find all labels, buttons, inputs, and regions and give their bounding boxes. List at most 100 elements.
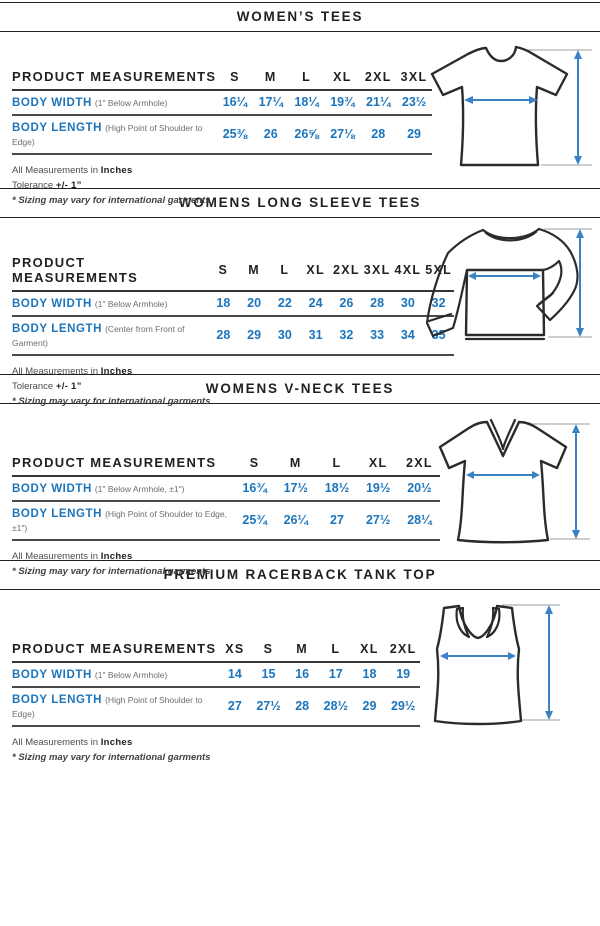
table-row: BODY LENGTH (High Point of Shoulder to Ed…	[12, 115, 432, 155]
table-row: BODY LENGTH (High Point of Shoulder to Ed…	[12, 501, 440, 541]
measurement-value: 27⅛	[324, 115, 361, 155]
table-row: BODY LENGTH (High Point of Shoulder to Ed…	[12, 687, 420, 727]
size-col-header: 2XL	[331, 252, 362, 292]
units-note-text: All Measurements in	[12, 165, 99, 176]
units-note: All Measurements in Inches	[12, 549, 600, 564]
size-col-header: 2XL	[386, 638, 420, 663]
size-col-header: XL	[300, 252, 331, 292]
body-length-arrow-icon	[576, 229, 584, 337]
size-col-header: XS	[218, 638, 252, 663]
sizing-note: * Sizing may vary for international garm…	[12, 195, 211, 206]
tolerance-note-text: Tolerance	[12, 381, 54, 392]
row-note: (1" Below Armhole)	[94, 299, 168, 309]
measurements-table: PRODUCT MEASUREMENTS S M L XL 2XL 3XL BO…	[12, 66, 432, 155]
measurement-value: 26	[252, 115, 289, 155]
table-row: BODY WIDTH (1" Below Armhole, ±1") 16¾ 17…	[12, 476, 440, 502]
size-col-header: 2XL	[360, 66, 397, 91]
units-note-text: All Measurements in	[12, 551, 99, 562]
size-col-header: M	[252, 66, 289, 91]
units-note: All Measurements in Inches	[12, 163, 600, 178]
table-row: BODY WIDTH (1" Below Armhole) 14 15 16 17…	[12, 662, 420, 688]
measurement-value: 29	[238, 316, 270, 356]
measurements-table: PRODUCT MEASUREMENTS S M L XL 2XL 3XL 4X…	[12, 252, 454, 356]
measurement-value: 29½	[386, 687, 420, 727]
measurement-value: 15	[251, 662, 286, 688]
table-header: PRODUCT MEASUREMENTS	[12, 638, 218, 663]
table-header: PRODUCT MEASUREMENTS	[12, 252, 208, 292]
section-long-sleeve-tees: WOMENS LONG SLEEVE TEES PRODUCT MEASUREM…	[0, 188, 600, 407]
body-width-arrow-icon	[466, 471, 540, 479]
illustration-area	[420, 224, 598, 372]
row-note: (1" Below Armhole)	[94, 98, 168, 108]
table-row: BODY LENGTH (Center from Front of Garment…	[12, 316, 454, 356]
size-col-header: S	[208, 252, 239, 292]
section-header-band: WOMENS V-NECK TEES	[0, 374, 600, 404]
long-sleeve-tee-diagram-icon	[425, 227, 592, 341]
measurement-value: 18	[208, 291, 239, 317]
section-header-band: PREMIUM RACERBACK TANK TOP	[0, 560, 600, 590]
measurements-table: PRODUCT MEASUREMENTS S M L XL 2XL BODY W…	[12, 452, 440, 541]
measurement-value: 28½	[318, 687, 353, 727]
size-col-header: 2XL	[398, 452, 440, 477]
measurement-value: 27½	[251, 687, 286, 727]
units-note-unit: Inches	[100, 551, 133, 562]
row-note: (1" Below Armhole, ±1")	[94, 484, 185, 494]
illustration-area	[420, 38, 598, 186]
measurement-value: 30	[269, 316, 301, 356]
units-note: All Measurements in Inches	[12, 735, 600, 750]
measurement-value: 28	[285, 687, 319, 727]
body-length-arrow-icon	[572, 424, 580, 539]
measurement-value: 23½	[396, 90, 432, 116]
units-note-text: All Measurements in	[12, 737, 99, 748]
measurement-value: 34	[392, 316, 424, 356]
tolerance-note-value: +/- 1”	[55, 381, 82, 392]
tolerance-note-value: +/- 1”	[55, 180, 82, 191]
size-col-header: L	[288, 66, 325, 91]
illustration-area	[420, 410, 598, 558]
sizing-note: * Sizing may vary for international garm…	[12, 566, 211, 577]
size-col-header: L	[316, 452, 358, 477]
units-note-text: All Measurements in	[12, 366, 99, 377]
sizing-note: * Sizing may vary for international garm…	[12, 752, 211, 763]
measurement-value: 17¼	[252, 90, 289, 116]
row-label: BODY LENGTH	[12, 122, 103, 134]
measurement-value: 29	[352, 687, 387, 727]
footnotes: All Measurements in Inches * Sizing may …	[12, 549, 600, 579]
basic-tee-diagram-icon	[430, 45, 592, 167]
measurement-value: 27	[218, 687, 252, 727]
measurement-value: 28	[360, 115, 397, 155]
body-width-arrow-icon	[464, 96, 538, 104]
measurement-value: 20½	[398, 476, 440, 502]
measurement-value: 28¼	[398, 501, 440, 541]
measurement-value: 18¼	[288, 90, 325, 116]
row-label: BODY WIDTH	[12, 298, 92, 310]
row-note: (Center from Front of Garment)	[12, 324, 185, 348]
size-col-header: XL	[357, 452, 399, 477]
units-note: All Measurements in Inches	[12, 364, 600, 379]
units-note-unit: Inches	[100, 165, 133, 176]
measurement-value: 24	[300, 291, 331, 317]
units-note-unit: Inches	[100, 366, 133, 377]
table-header-row: PRODUCT MEASUREMENTS S M L XL 2XL 3XL 4X…	[12, 252, 454, 292]
measurement-value: 27½	[357, 501, 399, 541]
size-col-header: S	[217, 66, 253, 91]
row-label: BODY LENGTH	[12, 508, 103, 520]
section-v-neck-tees: WOMENS V-NECK TEES PRODUCT MEASUREMENTS …	[0, 374, 600, 577]
measurement-value: 28	[208, 316, 239, 356]
body-width-arrow-icon	[440, 652, 516, 660]
tolerance-note-text: Tolerance	[12, 180, 54, 191]
measurement-value: 35	[423, 316, 454, 356]
row-label: BODY WIDTH	[12, 669, 92, 681]
measurement-value: 32	[331, 316, 362, 356]
measurement-value: 17½	[275, 476, 317, 502]
measurement-value: 20	[238, 291, 270, 317]
measurement-value: 33	[361, 316, 393, 356]
section-header-band: WOMENS LONG SLEEVE TEES	[0, 188, 600, 218]
v-neck-tee-diagram-icon	[438, 418, 590, 544]
table-row: BODY WIDTH (1" Below Armhole) 16¼ 17¼ 18¼…	[12, 90, 432, 116]
measurement-value: 16¾	[234, 476, 276, 502]
size-col-header: 3XL	[396, 66, 432, 91]
measurement-value: 26	[331, 291, 362, 317]
measurement-value: 25¾	[234, 501, 276, 541]
measurement-value: 19¾	[324, 90, 361, 116]
